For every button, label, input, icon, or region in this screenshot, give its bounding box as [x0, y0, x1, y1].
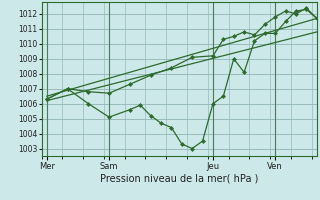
X-axis label: Pression niveau de la mer( hPa ): Pression niveau de la mer( hPa ) [100, 173, 258, 183]
